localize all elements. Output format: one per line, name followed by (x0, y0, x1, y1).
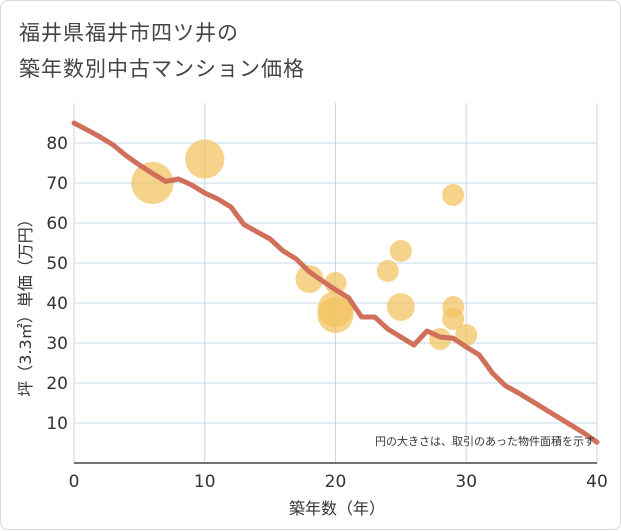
bubble-point (442, 308, 465, 330)
x-tick-labels: 0 10 20 30 40 (69, 472, 608, 492)
bubble-point (295, 265, 324, 293)
y-tick-label: 50 (46, 254, 68, 274)
x-tick-label: 10 (194, 472, 216, 492)
x-tick-label: 30 (455, 472, 477, 492)
y-tick-label: 60 (46, 214, 68, 234)
y-tick-label: 30 (46, 334, 68, 354)
y-tick-label: 10 (46, 414, 68, 434)
bubble-point (317, 297, 354, 333)
y-tick-label: 40 (46, 294, 68, 314)
bubble-point (442, 184, 465, 206)
x-tick-label: 0 (69, 472, 80, 492)
bubble-series (131, 139, 478, 350)
bubble-size-note: 円の大きさは、取引のあった物件面積を示す (375, 434, 595, 448)
trend-line (71, 120, 600, 445)
x-tick-label: 40 (586, 472, 608, 492)
y-tick-label: 80 (46, 134, 68, 154)
y-tick-labels: 10 20 30 40 50 60 70 80 (46, 134, 68, 434)
y-tick-label: 20 (46, 374, 68, 394)
bubble-point (376, 260, 399, 282)
x-tick-label: 20 (325, 472, 347, 492)
bubble-point (185, 139, 225, 179)
y-axis-label: 坪（3.3㎡）単価（万円） (16, 211, 35, 396)
chart-title: 福井県福井市四ツ井の 築年数別中古マンション価格 (19, 15, 305, 87)
bubble-point (386, 293, 415, 321)
chart-title-line1: 福井県福井市四ツ井の (19, 21, 239, 45)
x-axis-label: 築年数（年） (289, 499, 385, 518)
grid-lines (73, 103, 598, 463)
bubble-point (131, 161, 174, 205)
chart-title-line2: 築年数別中古マンション価格 (19, 57, 305, 81)
y-tick-label: 70 (46, 174, 68, 194)
bubble-point (389, 240, 412, 262)
